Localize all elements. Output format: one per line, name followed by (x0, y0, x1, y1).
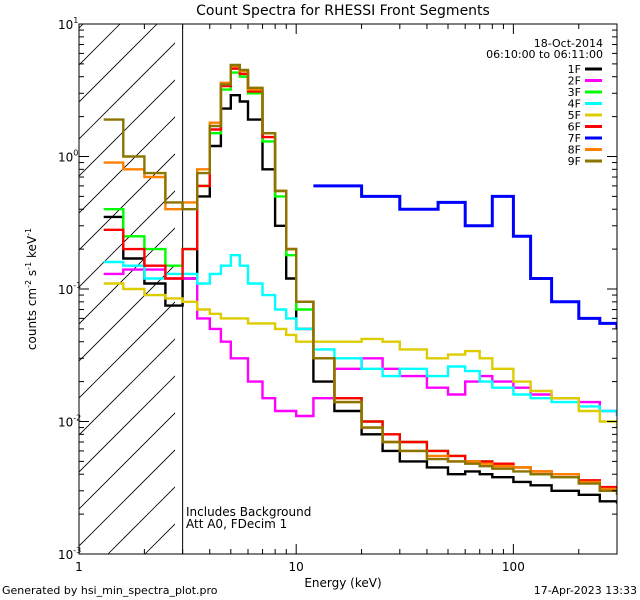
hatch-line (330, 0, 640, 554)
hatch-line (79, 264, 175, 362)
legend-label-4F: 4F (568, 98, 581, 111)
hatch-line (79, 375, 175, 473)
chart-title: Count Spectra for RHESSI Front Segments (196, 3, 490, 19)
y-tick-label: 101 (58, 16, 78, 32)
y-tick-label: 10-1 (58, 281, 81, 297)
hatch-line (0, 0, 116, 554)
hatch-line (79, 42, 175, 140)
y-tick-labels: 101 100 10-1 10-2 10-3 (58, 16, 81, 562)
y-tick-label: 10-3 (58, 546, 81, 562)
legend-label-1F: 1F (568, 63, 581, 76)
hatch-line (626, 0, 640, 554)
series-line-9F (103, 63, 617, 495)
x-tick-label: 10 (289, 560, 304, 574)
annotation-attenuator: Att A0, FDecim 1 (186, 517, 287, 531)
hatch-line (589, 0, 640, 554)
axis-ticks (78, 23, 618, 555)
hatch-line (79, 449, 175, 547)
legend-label-5F: 5F (568, 109, 581, 122)
hatch-line (79, 412, 175, 510)
hatch-line (79, 301, 175, 399)
hatch-line (79, 24, 121, 66)
legend-label-3F: 3F (568, 86, 581, 99)
y-axis-label: counts cm-2 s-1 keV-1 (24, 228, 39, 350)
legend-label-7F: 7F (568, 132, 581, 145)
hatch-line (79, 153, 175, 251)
hatch-line (552, 0, 640, 554)
annotation-background: Includes Background (186, 505, 311, 519)
hatch-line (79, 24, 84, 29)
x-tick-labels: 1 10 100 (75, 560, 525, 574)
y-tick-label: 100 (58, 149, 78, 165)
hatch-line (79, 24, 158, 103)
series-line-2F (103, 268, 617, 418)
generated-by-label: Generated by hsi_min_spectra_plot.pro (2, 584, 218, 597)
series-line-4F (103, 254, 617, 416)
series-line-5F (103, 282, 617, 428)
hatch-line (79, 227, 175, 325)
hatch-line (367, 0, 640, 554)
series-layer (103, 63, 617, 504)
hatch-line (107, 486, 175, 554)
timestamp-label: 17-Apr-2023 13:33 (534, 584, 637, 597)
series-line-3F (103, 71, 617, 495)
hatch-line (79, 79, 175, 177)
legend-label-2F: 2F (568, 75, 581, 88)
y-tick-label: 10-2 (58, 414, 81, 430)
hatch-line (478, 0, 640, 554)
x-tick-label: 100 (502, 560, 525, 574)
date-label: 18-Oct-2014 (534, 37, 603, 50)
legend-label-8F: 8F (568, 144, 581, 157)
hatch-line (79, 190, 175, 288)
series-line-7F (313, 184, 617, 329)
hatch-region (0, 0, 640, 554)
hatch-line (144, 523, 175, 554)
hatch-line (0, 0, 79, 554)
time-range-label: 06:10:00 to 06:11:00 (486, 48, 603, 61)
legend-label-9F: 9F (568, 155, 581, 168)
legend-label-6F: 6F (568, 121, 581, 134)
x-tick-label: 1 (75, 560, 83, 574)
x-axis-label: Energy (keV) (304, 576, 381, 590)
